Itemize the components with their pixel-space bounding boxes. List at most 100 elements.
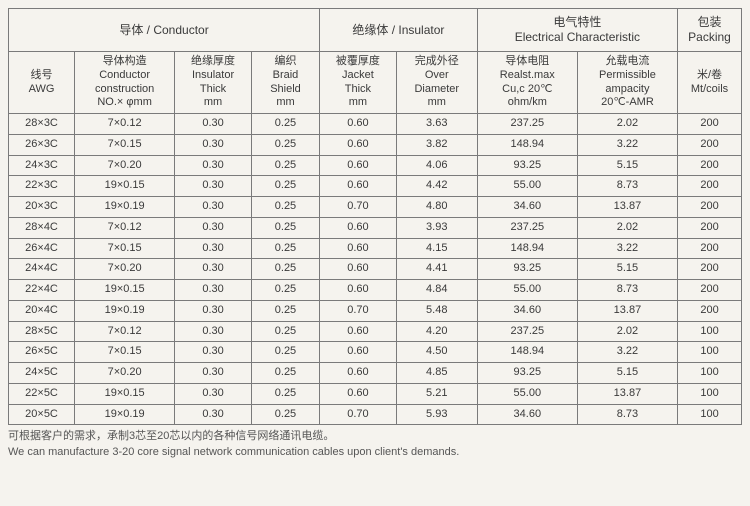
footnote-cn: 可根据客户的需求，承制3芯至20芯以内的各种信号网络通讯电缆。 <box>8 429 742 444</box>
cell-jacket: 0.60 <box>320 217 397 238</box>
cell-braid: 0.25 <box>251 280 319 301</box>
cell-coil: 100 <box>678 363 742 384</box>
cell-con: 19×0.15 <box>75 280 175 301</box>
cell-awg: 20×4C <box>9 300 75 321</box>
col-ampacity: 允载电流 Permissible ampacity 20℃-AMR <box>577 52 677 114</box>
cell-awg: 22×5C <box>9 383 75 404</box>
cell-dia: 4.20 <box>396 321 477 342</box>
table-row: 24×4C7×0.200.300.250.604.4193.255.15200 <box>9 259 742 280</box>
cell-amp: 13.87 <box>577 300 677 321</box>
header-detail-row: 线号 AWG 导体构造 Conductor construction NO.× … <box>9 52 742 114</box>
cell-awg: 24×3C <box>9 155 75 176</box>
cell-braid: 0.25 <box>251 176 319 197</box>
cell-braid: 0.25 <box>251 134 319 155</box>
cell-braid: 0.25 <box>251 155 319 176</box>
cell-dia: 5.48 <box>396 300 477 321</box>
cell-jacket: 0.60 <box>320 363 397 384</box>
table-row: 20×4C19×0.190.300.250.705.4834.6013.8720… <box>9 300 742 321</box>
cell-ins: 0.30 <box>175 176 252 197</box>
cell-awg: 22×4C <box>9 280 75 301</box>
cell-res: 34.60 <box>477 300 577 321</box>
cell-res: 237.25 <box>477 217 577 238</box>
cell-awg: 24×4C <box>9 259 75 280</box>
cell-res: 55.00 <box>477 176 577 197</box>
cell-amp: 13.87 <box>577 383 677 404</box>
cell-amp: 13.87 <box>577 197 677 218</box>
table-row: 22×4C19×0.150.300.250.604.8455.008.73200 <box>9 280 742 301</box>
cell-dia: 4.41 <box>396 259 477 280</box>
cell-coil: 200 <box>678 155 742 176</box>
cell-ins: 0.30 <box>175 217 252 238</box>
group-electrical: 电气特性Electrical Characteristic <box>477 9 677 52</box>
cell-amp: 2.02 <box>577 217 677 238</box>
cell-ins: 0.30 <box>175 300 252 321</box>
cell-jacket: 0.60 <box>320 176 397 197</box>
table-row: 24×5C7×0.200.300.250.604.8593.255.15100 <box>9 363 742 384</box>
cell-ins: 0.30 <box>175 259 252 280</box>
cell-jacket: 0.60 <box>320 280 397 301</box>
cell-con: 7×0.15 <box>75 342 175 363</box>
cell-braid: 0.25 <box>251 197 319 218</box>
table-row: 24×3C7×0.200.300.250.604.0693.255.15200 <box>9 155 742 176</box>
col-diameter: 完成外径 Over Diameter mm <box>396 52 477 114</box>
cell-con: 7×0.15 <box>75 238 175 259</box>
cell-con: 19×0.15 <box>75 176 175 197</box>
cell-coil: 200 <box>678 114 742 135</box>
cell-jacket: 0.60 <box>320 114 397 135</box>
table-row: 26×4C7×0.150.300.250.604.15148.943.22200 <box>9 238 742 259</box>
cell-awg: 20×3C <box>9 197 75 218</box>
cell-dia: 4.15 <box>396 238 477 259</box>
cell-braid: 0.25 <box>251 383 319 404</box>
cell-jacket: 0.60 <box>320 342 397 363</box>
table-row: 26×3C7×0.150.300.250.603.82148.943.22200 <box>9 134 742 155</box>
cell-braid: 0.25 <box>251 363 319 384</box>
cell-jacket: 0.60 <box>320 321 397 342</box>
cell-awg: 28×5C <box>9 321 75 342</box>
footnote-en: We can manufacture 3-20 core signal netw… <box>8 445 742 460</box>
cell-con: 19×0.19 <box>75 197 175 218</box>
cell-amp: 5.15 <box>577 155 677 176</box>
col-jacket: 被覆厚度 Jacket Thick mm <box>320 52 397 114</box>
cell-amp: 8.73 <box>577 176 677 197</box>
cell-ins: 0.30 <box>175 363 252 384</box>
cell-coil: 200 <box>678 259 742 280</box>
cell-braid: 0.25 <box>251 300 319 321</box>
table-row: 22×3C19×0.150.300.250.604.4255.008.73200 <box>9 176 742 197</box>
cell-coil: 200 <box>678 197 742 218</box>
cell-con: 7×0.20 <box>75 363 175 384</box>
cell-res: 237.25 <box>477 114 577 135</box>
cell-con: 7×0.12 <box>75 321 175 342</box>
group-insulator: 绝缘体 / Insulator <box>320 9 478 52</box>
cell-con: 19×0.19 <box>75 404 175 425</box>
cell-res: 93.25 <box>477 259 577 280</box>
cell-braid: 0.25 <box>251 259 319 280</box>
cell-ins: 0.30 <box>175 342 252 363</box>
col-awg: 线号 AWG <box>9 52 75 114</box>
cell-coil: 100 <box>678 404 742 425</box>
cell-braid: 0.25 <box>251 114 319 135</box>
cell-braid: 0.25 <box>251 321 319 342</box>
cell-awg: 28×4C <box>9 217 75 238</box>
cell-dia: 3.93 <box>396 217 477 238</box>
cell-awg: 26×5C <box>9 342 75 363</box>
cell-jacket: 0.60 <box>320 238 397 259</box>
cell-res: 34.60 <box>477 404 577 425</box>
cell-dia: 4.85 <box>396 363 477 384</box>
cell-ins: 0.30 <box>175 197 252 218</box>
cell-ins: 0.30 <box>175 134 252 155</box>
cell-jacket: 0.60 <box>320 134 397 155</box>
cell-ins: 0.30 <box>175 155 252 176</box>
header-group-row: 导体 / Conductor 绝缘体 / Insulator 电气特性Elect… <box>9 9 742 52</box>
cell-dia: 3.82 <box>396 134 477 155</box>
group-packing: 包装Packing <box>678 9 742 52</box>
cell-con: 7×0.12 <box>75 114 175 135</box>
cell-dia: 5.93 <box>396 404 477 425</box>
cell-ins: 0.30 <box>175 280 252 301</box>
cell-res: 34.60 <box>477 197 577 218</box>
col-awg-en: AWG <box>11 83 72 97</box>
col-construction: 导体构造 Conductor construction NO.× φmm <box>75 52 175 114</box>
cell-coil: 200 <box>678 300 742 321</box>
cell-jacket: 0.70 <box>320 404 397 425</box>
table-row: 26×5C7×0.150.300.250.604.50148.943.22100 <box>9 342 742 363</box>
cell-amp: 8.73 <box>577 404 677 425</box>
